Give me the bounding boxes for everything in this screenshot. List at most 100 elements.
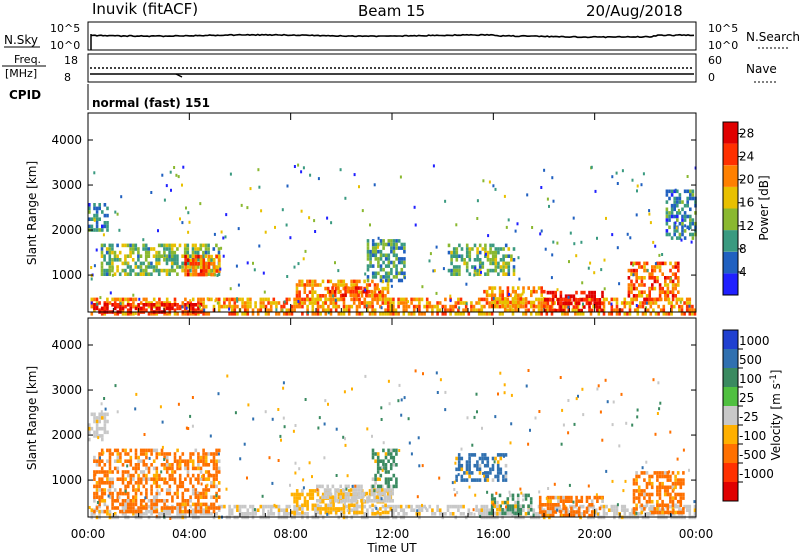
velocity-cell [395,448,398,453]
power-cell [501,297,504,301]
velocity-cell [486,471,490,475]
velocity-cell [241,504,244,509]
velocity-cell [658,407,661,411]
velocity-cell [640,503,644,508]
velocity-cell [199,466,203,471]
velocity-cell [632,478,636,482]
power-cell [306,304,309,309]
power-cell [587,297,590,302]
power-cell [366,246,370,250]
velocity-cell [486,474,490,479]
power-cell [155,301,159,305]
power-cell [113,254,117,258]
velocity-cell [459,504,463,509]
power-cell [233,297,237,302]
power-cell [194,272,198,277]
power-cell [484,250,487,255]
velocity-cell [114,384,117,388]
velocity-cell [637,496,641,500]
velocity-cell [184,463,187,467]
velocity-cell [176,448,179,453]
power-cell [497,265,500,269]
power-cell [111,297,114,302]
velocity-cell [181,512,185,516]
power-cell [630,268,633,273]
velocity-cell [116,499,120,503]
power-cell [328,293,332,298]
power-cell [192,269,195,273]
power-cell [390,278,393,283]
velocity-cell [680,508,684,512]
velocity-cell [116,459,120,463]
power-cell [171,306,174,311]
power-cell [314,297,317,302]
power-cell [651,272,654,276]
power-cell [189,262,193,266]
velocity-cell [319,496,322,500]
power-cell [489,268,492,273]
power-cell [468,272,472,276]
power-cell [303,301,307,305]
velocity-cell [103,470,107,474]
velocity-cell [376,463,380,467]
power-cell [504,243,508,248]
power-cell [194,250,197,255]
velocity-cell [228,508,231,512]
power-cell [576,312,580,316]
power-cell [540,304,543,308]
power-cell [548,204,550,208]
velocity-cell [645,485,649,490]
power-cell [652,240,655,244]
velocity-cell [661,499,664,504]
power-cell [588,308,591,313]
velocity-cell [386,488,389,492]
velocity-cell [139,477,143,481]
power-cell [678,232,682,237]
power-cell [686,203,689,208]
power-cell [285,308,289,312]
power-cell [649,304,653,309]
power-cell [450,272,453,276]
velocity-cell [501,511,504,516]
power-cell [677,208,680,212]
velocity-cell [395,452,398,456]
velocity-cell [467,512,471,516]
power-cell [137,303,140,307]
velocity-cell [374,459,377,463]
power-cell [352,289,355,294]
velocity-cell [176,512,179,516]
power-cell [88,206,91,211]
power-cell [106,228,109,232]
velocity-cell [264,410,267,414]
power-cell [379,239,383,243]
power-cell [652,301,655,305]
velocity-cell [184,509,187,514]
power-cell [431,312,434,316]
power-cell [665,207,669,212]
power-cell [581,312,585,316]
power-cell [178,304,182,309]
power-cell [108,258,112,262]
velocity-cell [538,503,542,507]
power-cell [186,265,190,269]
power-cell [484,247,487,251]
velocity-cell [389,477,393,481]
power-cell [142,306,146,311]
power-cell [150,306,153,311]
velocity-cell [126,495,130,499]
velocity-cell [168,473,172,478]
velocity-cell [643,478,646,482]
velocity-cell [184,499,187,503]
velocity-cell [329,488,332,492]
power-cell [109,291,112,295]
velocity-cell [383,495,387,499]
velocity-cell [137,506,140,510]
velocity-cell [483,508,486,512]
power-cell [324,301,327,305]
power-cell [184,265,187,270]
power-cell [602,308,606,312]
velocity-cell [116,452,120,456]
power-cell [529,312,533,316]
velocity-cell [152,504,156,509]
power-cell [532,286,536,290]
